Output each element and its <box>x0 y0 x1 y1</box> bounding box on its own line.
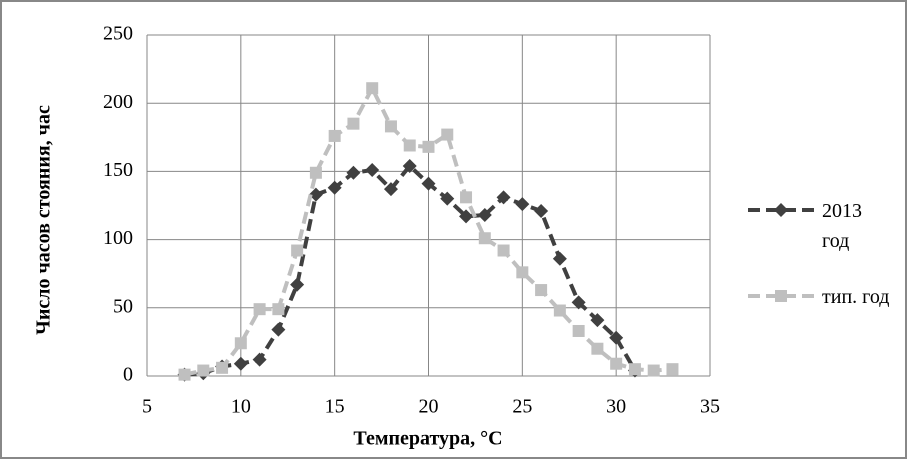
x-tick-label: 30 <box>606 396 626 418</box>
data-point <box>403 139 416 152</box>
y-tick-label: 50 <box>113 295 133 317</box>
data-point <box>327 180 342 195</box>
data-point <box>216 361 229 374</box>
data-point <box>328 129 341 142</box>
data-point <box>478 232 491 245</box>
data-point <box>291 244 304 257</box>
data-point <box>571 295 586 310</box>
y-tick-label: 250 <box>103 23 133 45</box>
y-tick-label: 150 <box>103 159 133 181</box>
y-tick-label: 200 <box>103 91 133 113</box>
data-point <box>609 330 624 345</box>
data-point <box>553 304 566 317</box>
data-point <box>628 363 641 376</box>
data-point <box>666 363 679 376</box>
y-tick-label: 0 <box>123 364 133 386</box>
data-point <box>253 303 266 316</box>
data-point <box>552 251 567 266</box>
data-point <box>252 352 267 367</box>
data-point <box>610 357 623 370</box>
data-point <box>496 190 511 205</box>
data-point <box>591 342 604 355</box>
x-tick-label: 20 <box>419 396 439 418</box>
data-point <box>290 277 305 292</box>
data-point <box>197 364 210 377</box>
data-point <box>272 303 285 316</box>
data-point <box>383 182 398 197</box>
data-point <box>422 140 435 153</box>
x-tick-label: 5 <box>142 396 152 418</box>
data-point <box>366 82 379 95</box>
data-point <box>308 187 323 202</box>
data-point <box>178 368 191 381</box>
legend-label: 2013 год <box>822 200 862 252</box>
x-tick-label: 35 <box>700 396 720 418</box>
data-point <box>497 244 510 257</box>
data-point <box>647 364 660 377</box>
data-point <box>460 191 473 204</box>
y-axis-title: Число часов стояния, час <box>33 105 55 335</box>
legend-marker <box>775 290 787 302</box>
x-tick-label: 25 <box>512 396 532 418</box>
data-point <box>309 166 322 179</box>
data-point <box>590 313 605 328</box>
data-point <box>477 208 492 223</box>
data-point <box>572 324 585 337</box>
data-point <box>402 158 417 173</box>
data-point <box>459 209 474 224</box>
data-point <box>535 284 548 297</box>
data-point <box>347 117 360 130</box>
data-point <box>365 163 380 178</box>
x-axis-title: Температура, °C <box>353 428 502 450</box>
data-point <box>534 203 549 218</box>
data-point <box>515 197 530 212</box>
data-point <box>233 356 248 371</box>
x-tick-label: 10 <box>231 396 251 418</box>
data-point <box>384 120 397 133</box>
data-point <box>346 165 361 180</box>
data-point <box>234 337 247 350</box>
data-point <box>441 128 454 141</box>
x-tick-label: 15 <box>325 396 345 418</box>
data-point <box>421 176 436 191</box>
legend-label: тип. год <box>822 286 890 308</box>
data-point <box>440 191 455 206</box>
data-point <box>516 266 529 279</box>
data-point <box>271 322 286 337</box>
legend-marker <box>774 203 788 217</box>
y-tick-label: 100 <box>103 227 133 249</box>
